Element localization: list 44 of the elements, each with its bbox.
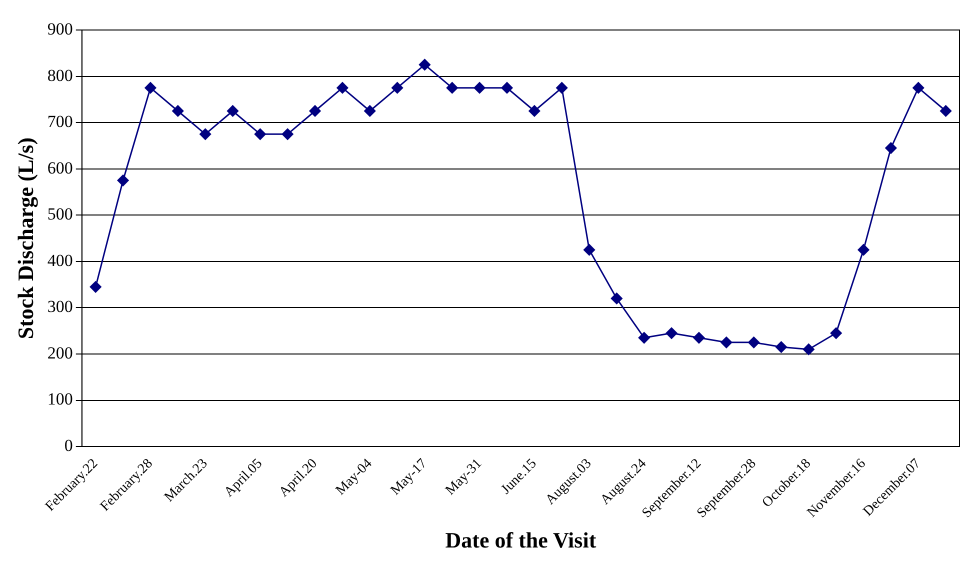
point — [501, 82, 513, 94]
point — [830, 327, 842, 339]
point — [226, 105, 238, 117]
point — [610, 292, 622, 304]
y-tick-label: 300 — [47, 297, 73, 316]
point — [172, 105, 184, 117]
point — [282, 128, 294, 140]
x-axis-title: Date of the Visit — [445, 527, 597, 552]
point — [693, 332, 705, 344]
point — [200, 128, 212, 140]
y-tick-label: 400 — [47, 250, 73, 270]
point — [802, 344, 814, 356]
point — [90, 281, 102, 293]
point — [584, 244, 596, 256]
point — [144, 82, 156, 94]
y-axis-title: Stock Discharge (L/s) — [12, 137, 38, 340]
y-tick-label: 600 — [47, 158, 73, 178]
point — [885, 142, 897, 154]
point — [638, 332, 650, 344]
point — [528, 105, 540, 117]
point — [720, 336, 732, 348]
point — [940, 105, 952, 117]
point — [336, 82, 348, 94]
y-tick-label: 800 — [47, 66, 73, 85]
point — [556, 82, 568, 94]
point — [858, 244, 870, 256]
y-tick-label: 900 — [47, 19, 73, 38]
point — [912, 82, 924, 94]
y-tick-label: 700 — [47, 112, 73, 132]
point — [418, 58, 430, 70]
point — [364, 105, 376, 117]
y-tick-label: 0 — [64, 436, 73, 456]
y-tick-label: 500 — [47, 204, 73, 224]
point — [309, 105, 321, 117]
y-tick-label: 200 — [47, 343, 73, 362]
point — [775, 341, 787, 353]
point — [392, 82, 404, 94]
point — [474, 82, 486, 94]
point — [666, 327, 678, 339]
point — [748, 336, 760, 348]
point — [254, 128, 266, 140]
point — [117, 174, 129, 186]
point — [446, 82, 458, 94]
y-tick-label: 100 — [47, 390, 73, 409]
